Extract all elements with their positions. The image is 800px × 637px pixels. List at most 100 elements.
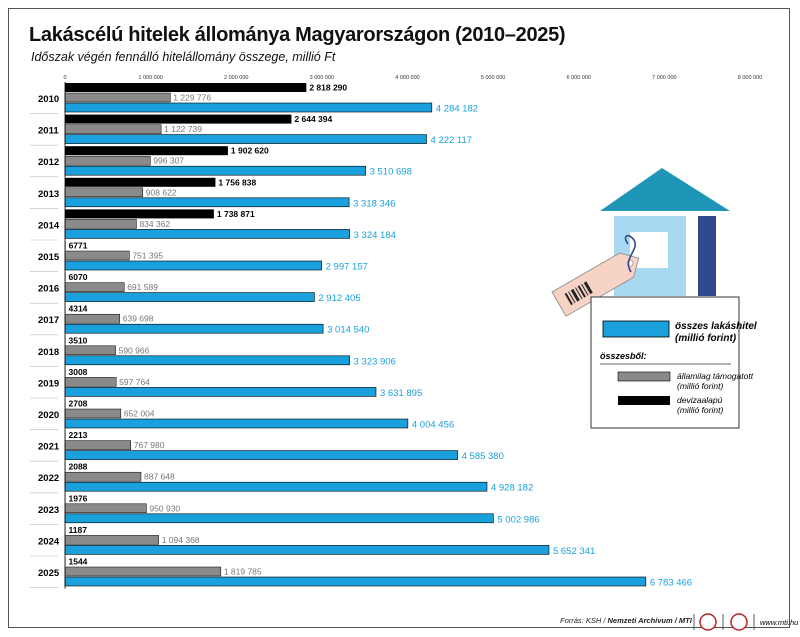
label-total: 6 783 466: [650, 578, 692, 589]
bar-gov: [64, 566, 222, 577]
label-gov: 597 764: [119, 377, 150, 387]
year-label: 2023: [38, 505, 59, 516]
label-fx: 1976: [69, 493, 88, 503]
label-fx: 6771: [69, 241, 88, 251]
year-label: 2015: [38, 252, 60, 263]
legend-fx-1: devizaalapú: [677, 395, 723, 405]
legend-total-1: összes lakáshitel: [675, 321, 757, 332]
label-fx: 2708: [69, 399, 88, 409]
label-gov: 590 966: [119, 345, 150, 355]
bar-total: [64, 323, 324, 334]
label-gov: 996 307: [153, 156, 184, 166]
label-gov: 751 395: [132, 251, 163, 261]
label-gov: 950 930: [149, 503, 180, 513]
year-label: 2011: [38, 126, 59, 137]
label-gov: 1 819 785: [224, 567, 262, 577]
label-total: 4 585 380: [462, 451, 504, 462]
label-total: 4 284 182: [436, 104, 478, 115]
x-tick-label: 7 000 000: [652, 75, 676, 81]
bar-gov: [64, 535, 159, 545]
year-label: 2021: [38, 442, 60, 453]
label-total: 4 222 117: [431, 135, 473, 146]
label-total: 2 912 405: [318, 293, 360, 304]
label-gov: 1 094 368: [162, 535, 200, 545]
legend-total-2: (millió forint): [675, 333, 737, 344]
bar-total: [64, 418, 409, 429]
label-fx: 1 756 838: [218, 177, 256, 187]
label-fx: 1 738 871: [217, 209, 255, 219]
bar-fx: [65, 146, 228, 156]
bar-gov: [64, 345, 116, 356]
label-total: 3 631 895: [380, 388, 422, 399]
year-label: 2010: [38, 94, 59, 105]
bar-gov: [64, 124, 162, 134]
label-total: 5 652 341: [553, 546, 595, 557]
x-tick-label: 4 000 000: [395, 75, 419, 81]
year-label: 2013: [38, 189, 59, 200]
chart-frame: [8, 8, 790, 628]
year-label: 2018: [38, 347, 59, 358]
legend-of-which: összesből:: [600, 351, 647, 361]
bar-gov: [64, 377, 117, 387]
bar-total: [64, 576, 647, 587]
label-fx: 2088: [69, 462, 88, 472]
bar-total: [64, 102, 433, 113]
label-total: 4 928 182: [491, 483, 533, 494]
year-label: 2016: [38, 284, 59, 295]
legend-gov-1: államilag támogatott: [677, 371, 754, 381]
bar-total: [64, 450, 458, 460]
label-total: 3 510 698: [370, 167, 412, 178]
label-gov: 691 589: [127, 282, 158, 292]
label-fx: 3008: [69, 367, 88, 377]
legend: összes lakáshitel (millió forint) összes…: [590, 296, 757, 429]
label-fx: 1 902 620: [231, 146, 269, 156]
year-label: 2017: [38, 315, 59, 326]
bar-gov: [64, 219, 137, 229]
chart-title: Lakáscélú hitelek állománya Magyarország…: [29, 24, 566, 46]
x-tick-label: 5 000 000: [481, 75, 505, 81]
label-total: 2 997 157: [326, 262, 368, 273]
label-gov: 1 122 739: [164, 124, 202, 134]
legend-swatch-gov: [617, 371, 671, 382]
bar-gov: [64, 155, 151, 166]
label-fx: 6070: [69, 272, 88, 282]
year-label: 2014: [38, 220, 60, 231]
bar-gov: [64, 408, 122, 419]
bar-gov: [64, 92, 171, 103]
label-gov: 908 622: [146, 187, 177, 197]
legend-swatch-fx: [618, 396, 670, 405]
label-gov: 652 004: [124, 409, 155, 419]
bar-gov: [64, 503, 147, 514]
bar-gov: [64, 282, 125, 292]
bar-gov: [64, 313, 121, 324]
label-gov: 639 698: [123, 314, 154, 324]
label-total: 3 324 184: [354, 230, 396, 241]
year-label: 2019: [38, 378, 59, 389]
label-fx: 4314: [69, 304, 88, 314]
footer-source: Forrás: KSH / Nemzeti Archívum / MTI: [560, 616, 692, 625]
bar-total: [64, 387, 377, 397]
label-fx: 1544: [69, 557, 88, 567]
year-label: 2024: [38, 536, 60, 547]
label-fx: 3510: [69, 335, 88, 345]
bar-gov: [64, 440, 132, 450]
year-label: 2022: [38, 473, 59, 484]
bar-fx: [65, 177, 216, 187]
label-total: 3 014 540: [327, 325, 369, 336]
x-tick-label: 6 000 000: [567, 75, 591, 81]
legend-gov-2: (millió forint): [677, 381, 723, 391]
label-total: 3 323 906: [354, 356, 396, 367]
x-tick-label: 1 000 000: [138, 75, 162, 81]
bar-total: [64, 545, 550, 555]
bar-total: [64, 134, 427, 144]
bar-total: [64, 229, 350, 239]
x-tick-label: 2 000 000: [224, 75, 248, 81]
bar-total: [64, 355, 350, 366]
tag-string-icon: [624, 234, 637, 273]
legend-fx-2: (millió forint): [677, 405, 723, 415]
bar-fx: [65, 209, 214, 219]
chart-subtitle: Időszak végén fennálló hitelállomány öss…: [31, 50, 336, 64]
year-label: 2012: [38, 157, 59, 168]
label-fx: 1187: [69, 525, 88, 535]
